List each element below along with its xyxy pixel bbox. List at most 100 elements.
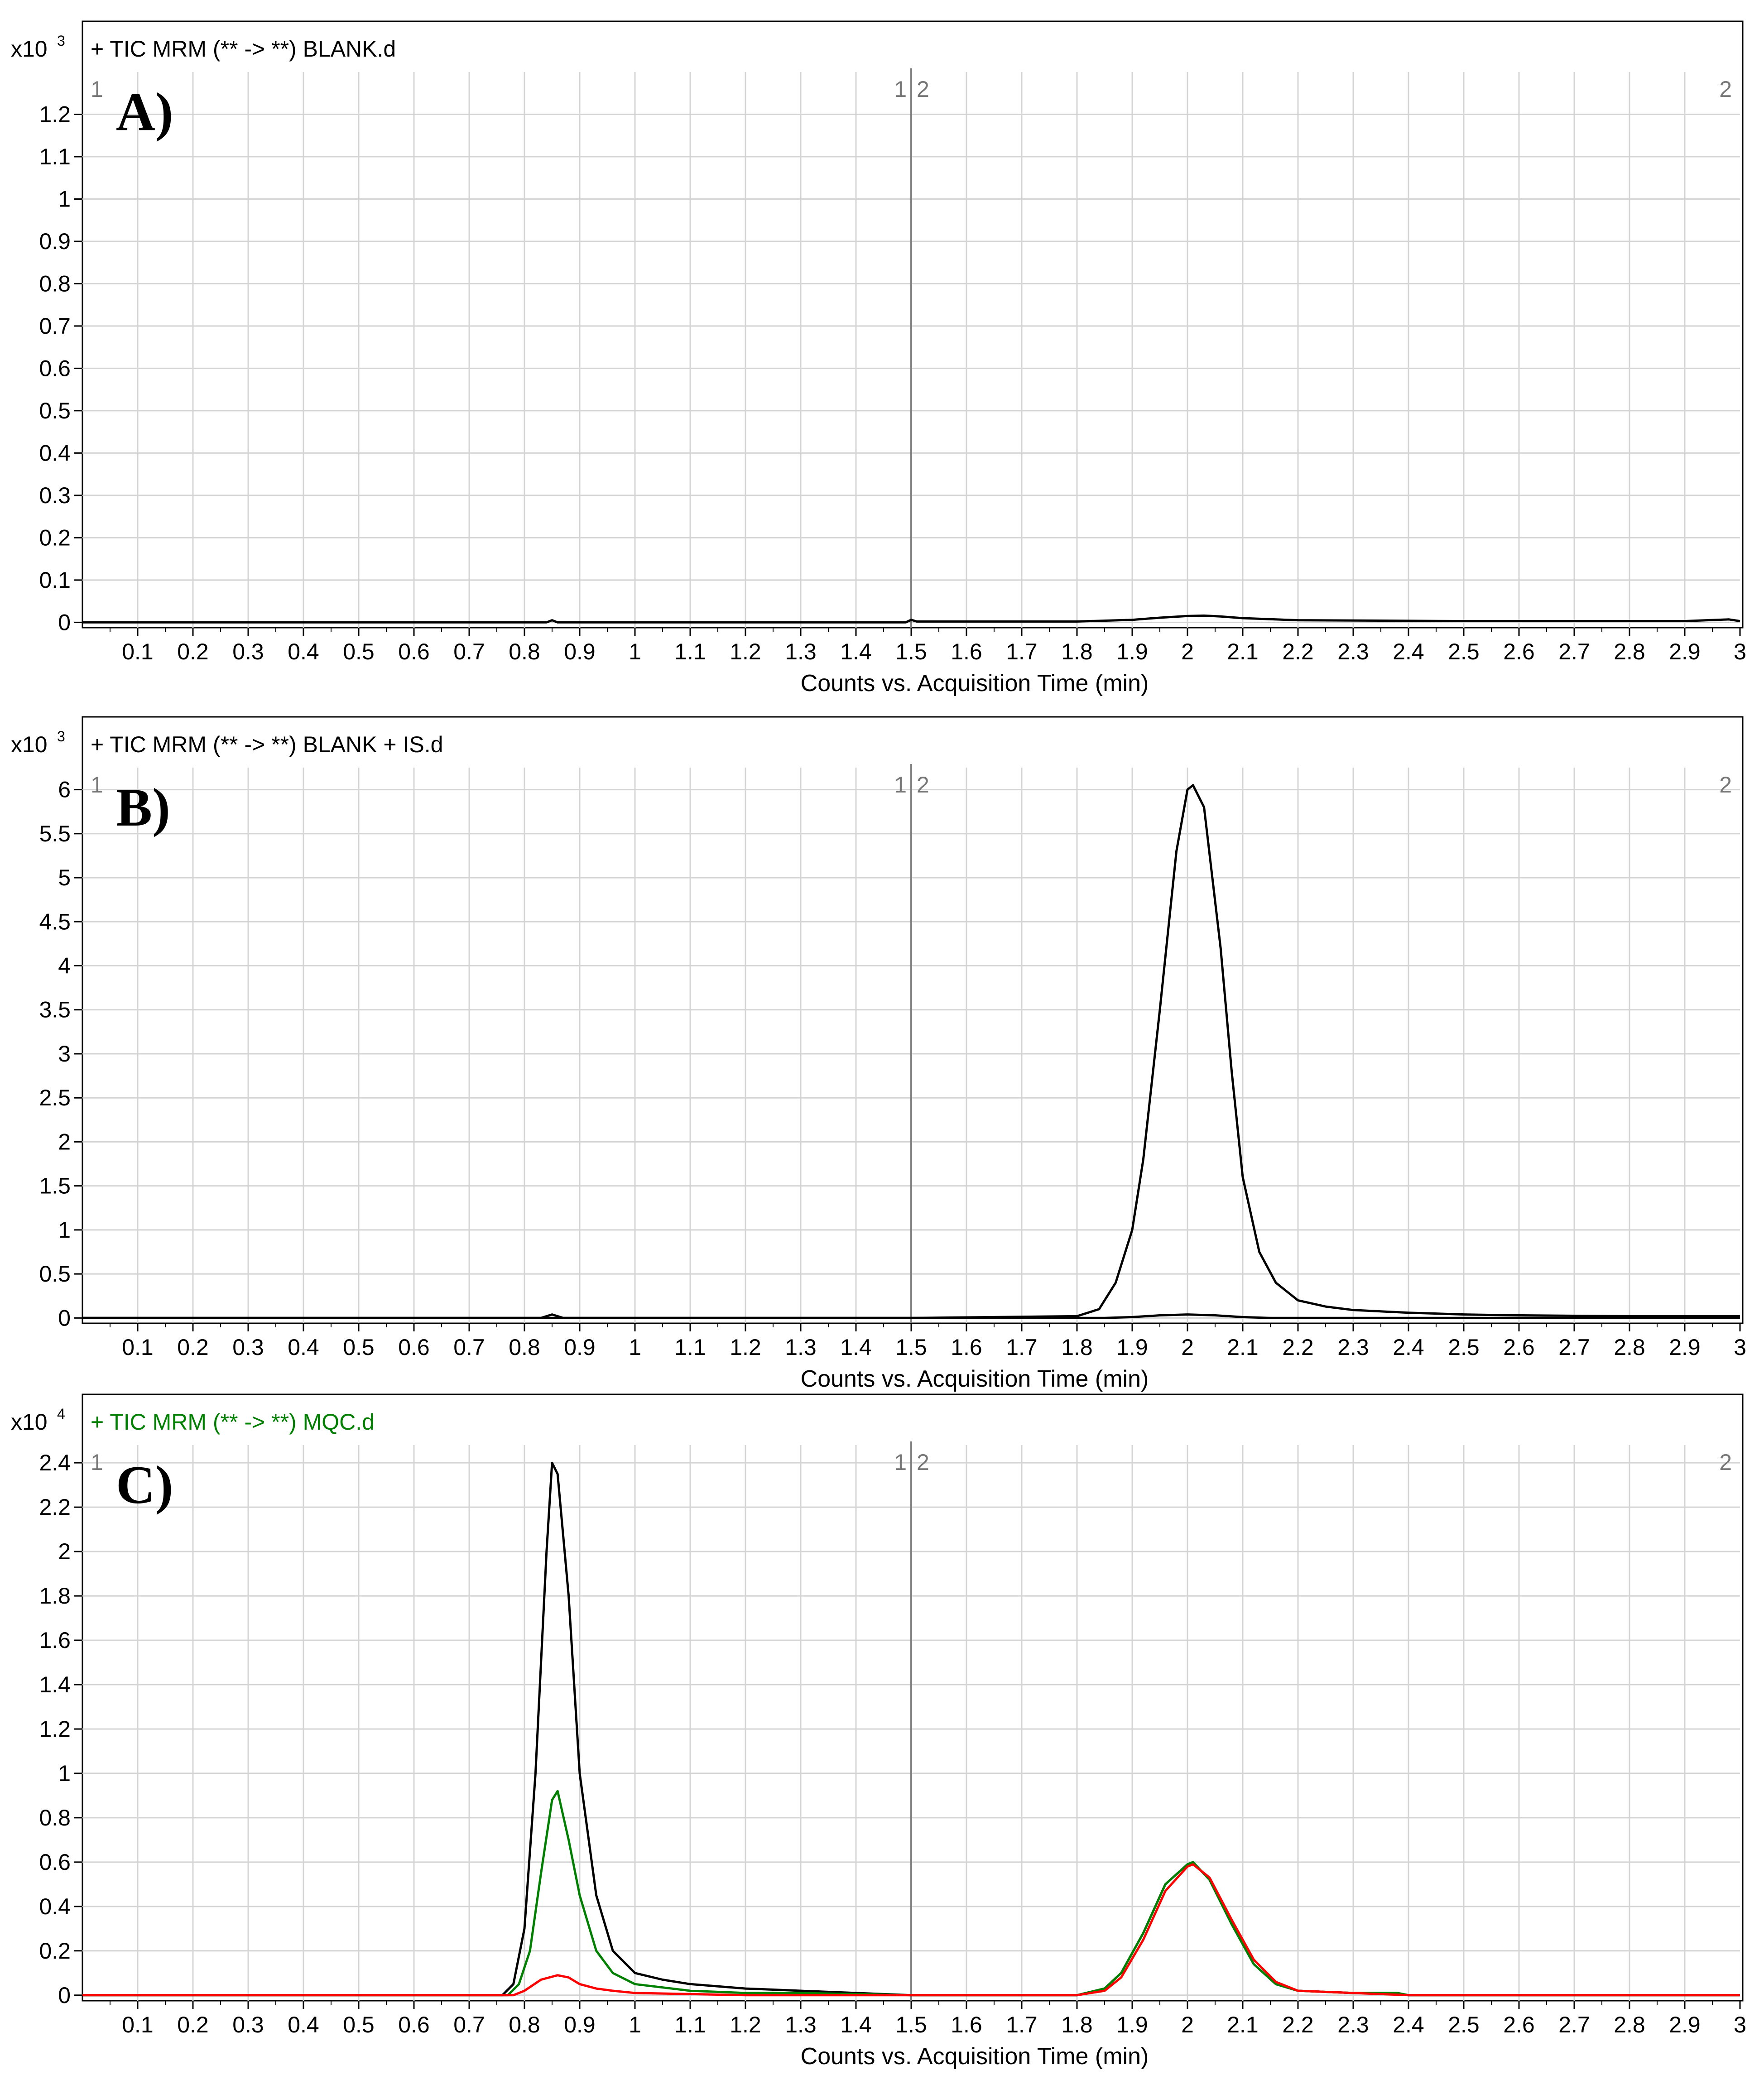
y-tick-label: 0.9 [39, 229, 71, 254]
x-tick-label: 3 [1734, 2012, 1746, 2037]
x-tick-label: 2 [1181, 2012, 1194, 2037]
y-tick-label: 0.1 [39, 567, 71, 593]
segment-label: 2 [917, 1450, 929, 1475]
y-tick-label: 1 [58, 1761, 71, 1786]
x-tick-label: 2.7 [1558, 639, 1590, 664]
x-tick-label: 0.6 [398, 2012, 430, 2037]
plot-frame [82, 1393, 1744, 2002]
y-tick-label: 5.5 [39, 821, 71, 846]
y-tick-label: 4 [58, 953, 71, 979]
x-axis-title: Counts vs. Acquisition Time (min) [801, 2043, 1149, 2070]
x-tick-label: 1 [629, 2012, 641, 2037]
x-tick-label: 2.1 [1227, 2012, 1259, 2037]
x-tick-label: 1.7 [1006, 2012, 1038, 2037]
x-tick-label: 0.8 [509, 1335, 540, 1360]
x-tick-label: 2.5 [1448, 2012, 1480, 2037]
y-tick-label: 1.2 [39, 1716, 71, 1742]
y-tick-label: 0.7 [39, 313, 71, 339]
x-tick-label: 0.2 [177, 639, 209, 664]
y-tick-label: 2.5 [39, 1085, 71, 1110]
y-tick-label: 1 [58, 186, 71, 211]
plot-frame [82, 20, 1744, 629]
x-tick-label: 1.1 [674, 1335, 706, 1360]
y-tick-label: 3.5 [39, 997, 71, 1023]
panel-header: + TIC MRM (** -> **) MQC.d [91, 1409, 375, 1435]
x-tick-label: 2.6 [1503, 639, 1535, 664]
y-scale-exponent: 3 [57, 33, 65, 49]
x-tick-label: 0.2 [177, 2012, 209, 2037]
x-tick-label: 1.4 [840, 1335, 872, 1360]
x-tick-label: 2.3 [1337, 1335, 1369, 1360]
segment-label: 1 [894, 77, 907, 102]
x-tick-label: 0.3 [232, 639, 264, 664]
panel-label: C) [116, 1455, 173, 1515]
y-tick-label: 0.3 [39, 483, 71, 508]
segment-label: 1 [91, 772, 103, 797]
x-tick-label: 2.4 [1393, 2012, 1424, 2037]
x-tick-label: 1.4 [840, 639, 872, 664]
x-tick-label: 0.3 [232, 1335, 264, 1360]
x-tick-label: 1.9 [1116, 2012, 1148, 2037]
segment-label: 1 [91, 77, 103, 102]
plot-frame [82, 716, 1744, 1324]
x-tick-label: 1.2 [730, 2012, 761, 2037]
x-tick-label: 2.5 [1448, 639, 1480, 664]
y-scale-exponent: 3 [57, 728, 65, 745]
x-tick-label: 2.9 [1669, 1335, 1701, 1360]
x-tick-label: 0.7 [453, 639, 485, 664]
y-tick-label: 0.6 [39, 1849, 71, 1875]
x-tick-label: 0.9 [564, 2012, 596, 2037]
y-scale-base: x10 [11, 36, 48, 62]
x-tick-label: 1.6 [951, 639, 982, 664]
x-tick-label: 1.1 [674, 639, 706, 664]
y-tick-label: 3 [58, 1041, 71, 1066]
segment-label: 2 [1719, 772, 1732, 797]
x-tick-label: 0.5 [343, 2012, 375, 2037]
segment-label: 2 [917, 77, 929, 102]
y-tick-label: 6 [58, 777, 71, 802]
y-tick-label: 0.2 [39, 1938, 71, 1964]
y-tick-label: 2 [58, 1539, 71, 1564]
y-scale-base: x10 [11, 732, 48, 757]
x-tick-label: 1.3 [785, 639, 817, 664]
x-tick-label: 1.5 [895, 1335, 927, 1360]
x-tick-label: 1.3 [785, 1335, 817, 1360]
x-tick-label: 2.8 [1614, 2012, 1645, 2037]
y-tick-label: 0 [58, 1983, 71, 2008]
y-tick-label: 4.5 [39, 909, 71, 934]
x-tick-label: 3 [1734, 1335, 1746, 1360]
x-tick-label: 0.6 [398, 1335, 430, 1360]
x-tick-label: 1.6 [951, 2012, 982, 2037]
x-tick-label: 2.9 [1669, 639, 1701, 664]
x-tick-label: 0.5 [343, 1335, 375, 1360]
y-tick-label: 1.6 [39, 1628, 71, 1653]
y-tick-label: 0.4 [39, 440, 71, 466]
x-tick-label: 2 [1181, 1335, 1194, 1360]
y-tick-label: 1.2 [39, 101, 71, 127]
x-tick-label: 1.5 [895, 639, 927, 664]
x-tick-label: 1.9 [1116, 1335, 1148, 1360]
x-tick-label: 0.1 [122, 2012, 154, 2037]
x-axis-title: Counts vs. Acquisition Time (min) [801, 1366, 1149, 1392]
x-tick-label: 1.1 [674, 2012, 706, 2037]
x-tick-label: 1.4 [840, 2012, 872, 2037]
x-tick-label: 2.1 [1227, 639, 1259, 664]
x-tick-label: 3 [1734, 639, 1746, 664]
y-tick-label: 0.8 [39, 1805, 71, 1830]
x-tick-label: 2.9 [1669, 2012, 1701, 2037]
segment-label: 1 [91, 1450, 103, 1475]
y-tick-label: 1.1 [39, 144, 71, 169]
x-tick-label: 1.3 [785, 2012, 817, 2037]
y-tick-label: 0.6 [39, 355, 71, 381]
y-tick-label: 0.4 [39, 1894, 71, 1919]
x-tick-label: 1.7 [1006, 639, 1038, 664]
x-tick-label: 2.6 [1503, 2012, 1535, 2037]
y-tick-label: 1.5 [39, 1173, 71, 1199]
y-tick-label: 0.5 [39, 1261, 71, 1287]
x-tick-label: 0.7 [453, 2012, 485, 2037]
x-tick-label: 1.6 [951, 1335, 982, 1360]
y-scale-base: x10 [11, 1409, 48, 1435]
x-tick-label: 1.5 [895, 2012, 927, 2037]
x-tick-label: 2.2 [1282, 639, 1314, 664]
